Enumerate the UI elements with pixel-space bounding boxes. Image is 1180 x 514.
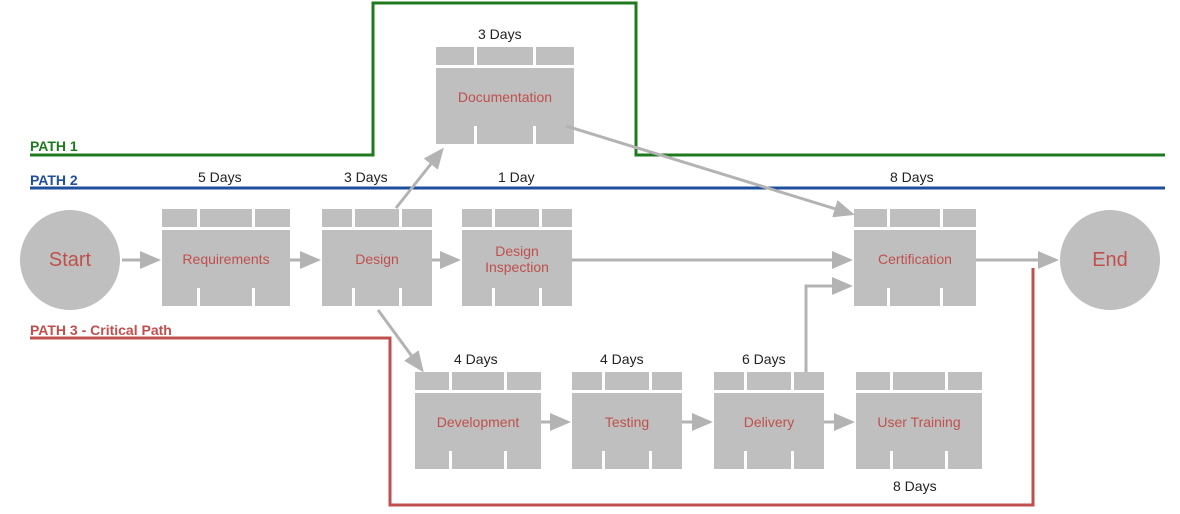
task-cert-topcell [890,209,940,227]
task-train-botcell [948,451,982,469]
task-dev-botcell [452,451,503,469]
arrow-design-doc [396,150,442,208]
task-req-topcell [255,209,290,227]
task-doc-topcell [536,47,574,65]
path-label-p2: PATH 2 [30,172,78,188]
task-design: Design [322,209,432,309]
task-dev: Development [415,372,541,472]
task-test-topcell [605,372,650,390]
task-deliv-topcell [794,372,824,390]
task-doc-botcell [536,126,574,144]
task-deliv-topcell [714,372,744,390]
task-train-label: User Training [856,393,982,451]
task-design-duration: 3 Days [344,169,388,185]
task-test-topcell [572,372,602,390]
task-insp-botcell [462,288,492,306]
task-train-botcell [856,451,890,469]
task-req: Requirements [162,209,290,309]
task-doc-botcell [477,126,534,144]
task-train-topcell [893,372,944,390]
task-dev-topcell [415,372,449,390]
task-test-botcell [652,451,682,469]
task-cert-botcell [890,288,940,306]
task-design-botcell [322,288,352,306]
start-label: Start [49,249,91,272]
task-train-botcell [893,451,944,469]
task-doc-duration: 3 Days [478,26,522,42]
task-deliv-botcell [747,451,792,469]
task-test-topcell [652,372,682,390]
task-design-topcell [355,209,400,227]
task-cert-duration: 8 Days [890,169,934,185]
task-train-topcell [948,372,982,390]
task-train: User Training [856,372,982,472]
task-req-botcell [255,288,290,306]
task-design-label: Design [322,230,432,288]
task-train-duration: 8 Days [893,478,937,494]
task-design-topcell [402,209,432,227]
task-cert-topcell [854,209,887,227]
task-insp-botcell [542,288,572,306]
task-cert-topcell [943,209,976,227]
task-design-botcell [402,288,432,306]
task-deliv-botcell [794,451,824,469]
task-dev-topcell [507,372,541,390]
task-test-botcell [605,451,650,469]
path-label-p3: PATH 3 - Critical Path [30,322,172,338]
task-req-topcell [162,209,197,227]
task-cert: Certification [854,209,976,309]
task-test-botcell [572,451,602,469]
task-req-botcell [200,288,252,306]
task-insp-label: Design Inspection [462,230,572,288]
task-deliv-duration: 6 Days [742,351,786,367]
task-insp-topcell [495,209,540,227]
arrow-train-cert [806,286,834,372]
task-insp-topcell [542,209,572,227]
end-label: End [1092,249,1128,272]
task-deliv-topcell [747,372,792,390]
task-insp: Design Inspection [462,209,572,309]
diagram-canvas: Start End Requirements Design Design Inspect… [0,0,1180,514]
task-dev-botcell [507,451,541,469]
task-doc-topcell [477,47,534,65]
task-req-topcell [200,209,252,227]
task-insp-botcell [495,288,540,306]
task-cert-botcell [943,288,976,306]
task-doc-botcell [436,126,474,144]
path-frame-p1 [30,3,1165,155]
task-design-botcell [355,288,400,306]
task-cert-botcell [854,288,887,306]
task-deliv-botcell [714,451,744,469]
task-test-duration: 4 Days [600,351,644,367]
task-deliv-label: Delivery [714,393,824,451]
task-dev-label: Development [415,393,541,451]
task-doc-label: Documentation [436,68,574,126]
start-node: Start [20,210,120,310]
task-req-duration: 5 Days [198,169,242,185]
task-deliv: Delivery [714,372,824,472]
task-req-botcell [162,288,197,306]
task-test: Testing [572,372,682,472]
task-dev-topcell [452,372,503,390]
task-insp-topcell [462,209,492,227]
path-label-p1: PATH 1 [30,138,78,154]
arrow-doc-cert [566,126,852,214]
arrow-design-dev [378,310,422,370]
task-test-label: Testing [572,393,682,451]
task-design-topcell [322,209,352,227]
task-train-topcell [856,372,890,390]
task-cert-label: Certification [854,230,976,288]
task-doc-topcell [436,47,474,65]
task-insp-duration: 1 Day [498,169,535,185]
task-dev-botcell [415,451,449,469]
end-node: End [1060,210,1160,310]
task-doc: Documentation [436,47,574,147]
task-dev-duration: 4 Days [454,351,498,367]
task-req-label: Requirements [162,230,290,288]
